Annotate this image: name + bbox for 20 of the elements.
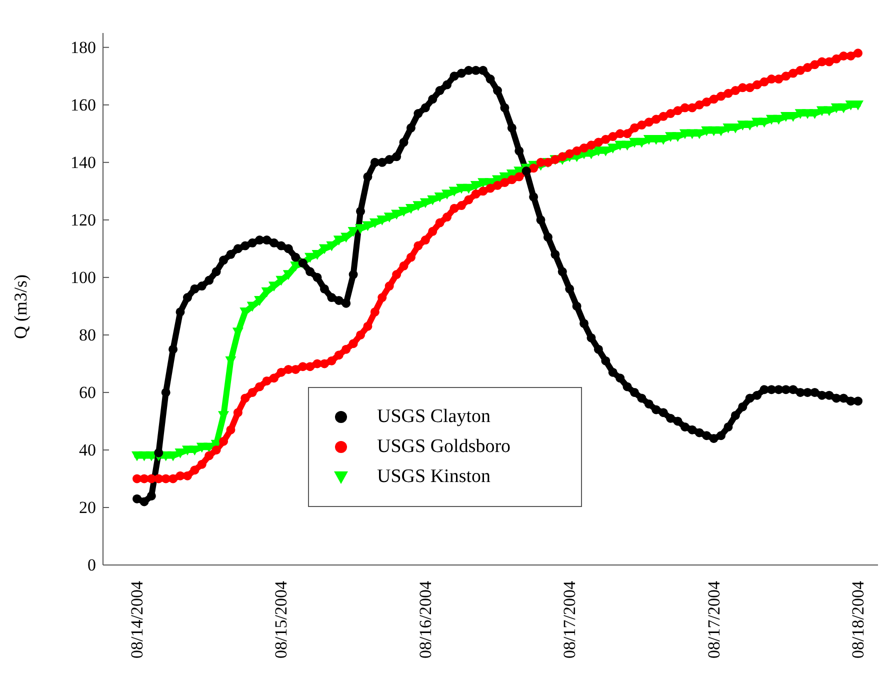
y-axis-title: Q (m3/s)	[10, 274, 30, 339]
x-tick-label: 08/18/2004	[848, 580, 868, 658]
x-tick-label: 08/17/2004	[560, 580, 580, 658]
x-tick-label: 08/16/2004	[416, 580, 435, 658]
y-tick-label: 100	[70, 268, 96, 287]
y-tick-label: 180	[70, 38, 96, 57]
y-tick-label: 120	[70, 210, 96, 230]
x-tick-label: 08/17/2004	[704, 580, 724, 658]
y-tick-label: 140	[70, 152, 96, 172]
x-tick-label: 08/15/2004	[272, 580, 291, 658]
legend-label: USGS Kinston	[377, 466, 490, 488]
y-tick-label: 40	[79, 440, 96, 460]
legend-label: USGS Goldsboro	[377, 436, 511, 458]
y-tick-label: 60	[79, 382, 96, 402]
x-tick-label: 08/14/2004	[128, 580, 146, 658]
legend-label: USGS Clayton	[377, 406, 490, 428]
y-tick-label: 80	[79, 325, 96, 344]
y-tick-label: 160	[70, 95, 96, 114]
y-tick-label: 20	[79, 498, 96, 517]
y-tick-label: 0	[88, 556, 96, 574]
